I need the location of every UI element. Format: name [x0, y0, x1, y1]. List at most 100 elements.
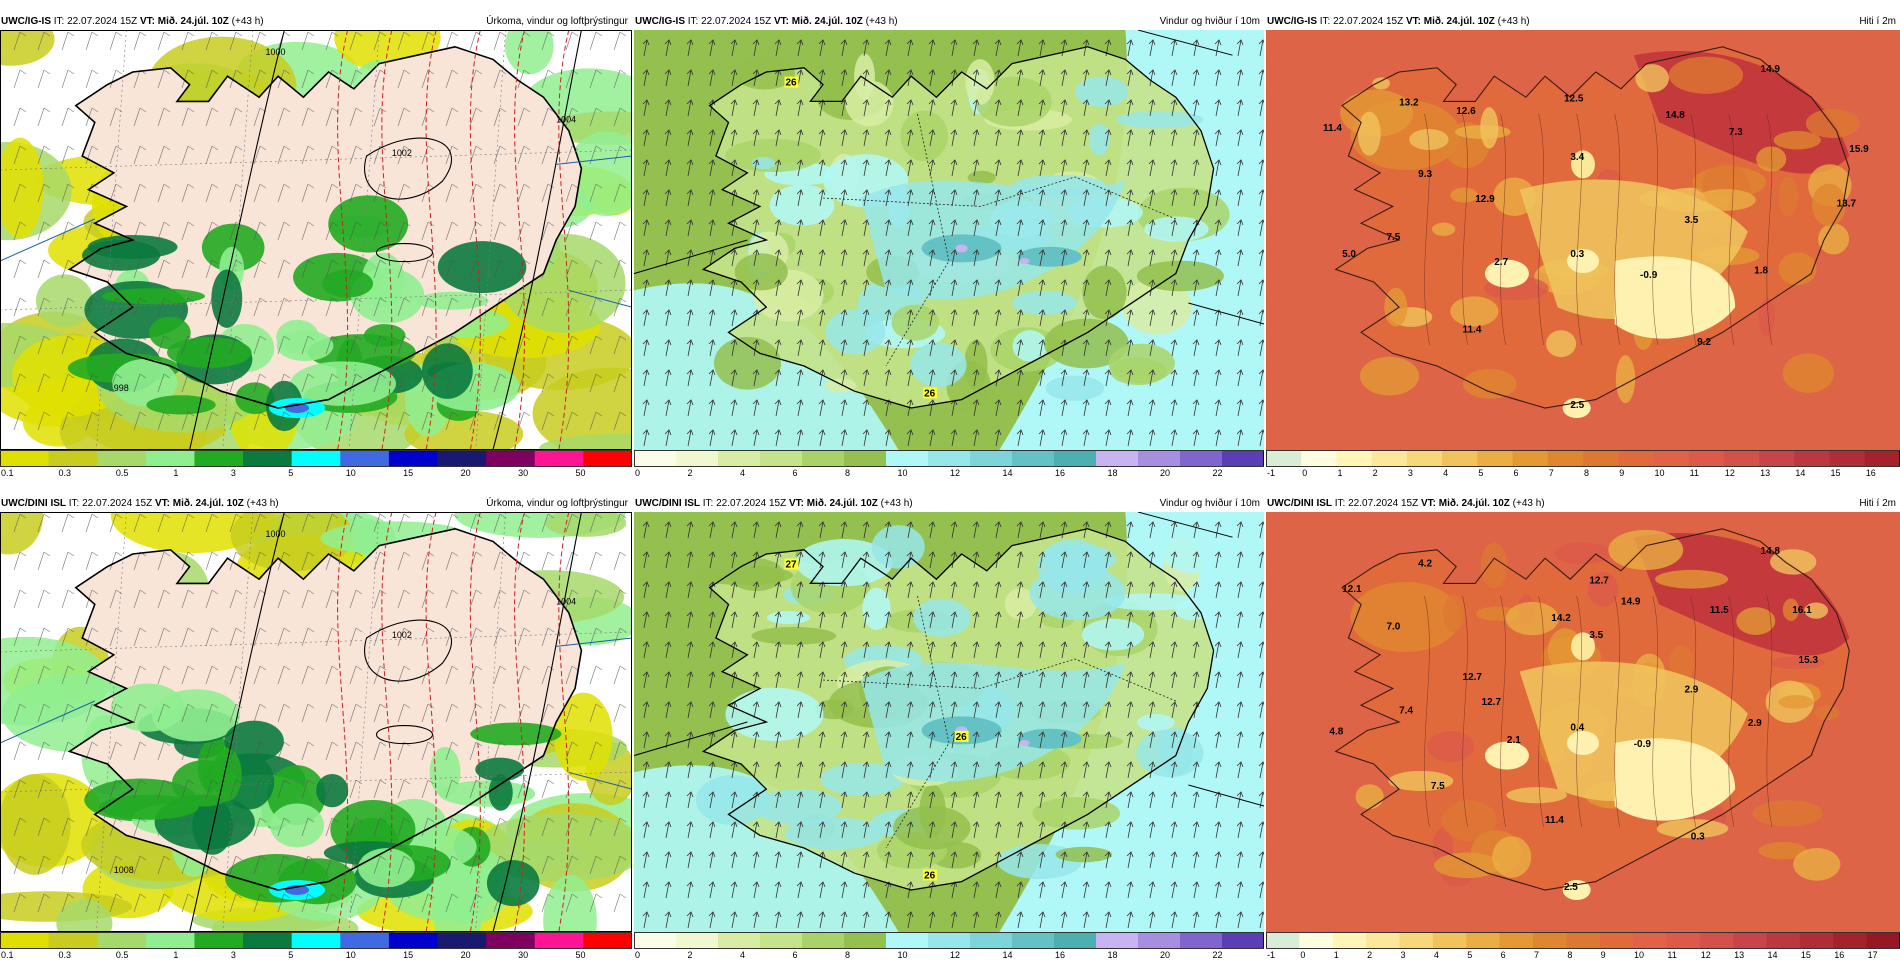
colorbar-swatch	[194, 933, 244, 948]
colorbar-tick: 4	[1434, 950, 1439, 960]
colorbar-swatch	[718, 451, 761, 466]
map-temp[interactable]: 14.9 13.2 12.6 12.5 14.8 11.4 7.3 15.9 3.4 9.3 13.…	[1266, 30, 1900, 450]
temperature-label: 12.9	[1475, 194, 1495, 205]
colorbar-tick: 6	[793, 468, 798, 478]
colorbar-tick: 20	[461, 468, 471, 478]
colorbar-swatch	[802, 451, 845, 466]
it-label: IT:	[687, 16, 699, 27]
colorbar-tick: 12	[1701, 950, 1711, 960]
isobar-label: 1008	[114, 865, 134, 875]
temperature-label: 2.9	[1748, 718, 1762, 729]
isobar-label: 1004	[556, 596, 576, 606]
valid-time: Mið. 24.júl. 10Z	[806, 498, 878, 509]
colorbar-tick: 8	[845, 468, 850, 478]
wind-map-svg: 26 26	[634, 30, 1264, 450]
temperature-label: 12.6	[1456, 106, 1476, 117]
map-precip[interactable]: 1000 1002 1004 998	[0, 30, 632, 450]
temperature-label: 16.1	[1792, 605, 1812, 616]
colorbar-tick: -1	[1267, 950, 1275, 960]
colorbar-swatch	[1406, 451, 1443, 466]
colorbar-tick: 3	[1408, 468, 1413, 478]
colorbar-tick: 1	[1337, 468, 1342, 478]
temperature-label: 15.3	[1799, 655, 1819, 666]
colorbar-tick: 13	[1760, 468, 1770, 478]
colorbar-svg: 0.1 0.3 0.5 1 3 5 10 15 20 30 50	[0, 932, 632, 960]
lead-time: (+43 h)	[231, 16, 264, 27]
temperature-label: 2.7	[1494, 257, 1508, 268]
colorbar-swatch	[1466, 933, 1501, 948]
colorbar-swatch	[1299, 933, 1334, 948]
colorbar-tick: 6	[1514, 468, 1519, 478]
colorbar-svg: 0 2 4 6 8 10 12 14 16 18 20 22	[634, 450, 1264, 478]
colorbar-tick: 12	[950, 468, 960, 478]
colorbar-swatch	[1829, 451, 1866, 466]
colorbar-tick: 10	[898, 950, 908, 960]
temperature-label: 14.9	[1621, 596, 1641, 607]
gust-label: 26	[956, 732, 968, 743]
map-temp[interactable]: 4.2 14.8 12.1 12.7 14.9 11.5 16.1 7.0 14.2 3.5 15.…	[1266, 512, 1900, 932]
temperature-label: 11.4	[1463, 324, 1482, 335]
map-wind[interactable]: 26 26	[634, 30, 1264, 450]
colorbar-tick: 18	[1108, 468, 1118, 478]
colorbar-swatch	[844, 933, 887, 948]
map-wind[interactable]: 27 26 26	[634, 512, 1264, 932]
colorbar-tick: 16	[1055, 950, 1065, 960]
colorbar-tick: 6	[1501, 950, 1506, 960]
colorbar-swatch	[760, 451, 803, 466]
colorbar-tick: 9	[1601, 950, 1606, 960]
it-label: IT:	[1319, 16, 1331, 27]
colorbar-tick: 1	[1334, 950, 1339, 960]
colorbar-swatch	[48, 451, 98, 466]
temperature-label: 7.5	[1386, 232, 1400, 243]
colorbar-swatch	[634, 933, 677, 948]
colorbar-swatch	[437, 933, 487, 948]
colorbar-swatch	[676, 933, 719, 948]
temperature-label: 7.3	[1729, 127, 1743, 138]
gust-label-bg	[923, 869, 938, 881]
colorbar-swatch	[886, 933, 929, 948]
colorbar-tick: 0.1	[1, 950, 14, 960]
vt-label: VT:	[139, 16, 155, 27]
isobar-label: 1004	[556, 114, 576, 124]
model-name: UWC/DINI ISL	[1, 498, 66, 509]
panel-header: UWC/DINI ISL IT: 22.07.2024 15Z VT: Mið.…	[634, 496, 1264, 512]
colorbar-precip: 0.1 0.3 0.5 1 3 5 10 15 20 30 50	[0, 450, 632, 480]
temperature-label: 1.8	[1754, 266, 1768, 277]
colorbar-tick: 20	[1160, 468, 1170, 478]
colorbar-swatch	[1477, 451, 1514, 466]
colorbar-wind: 0 2 4 6 8 10 12 14 16 18 20 22	[634, 450, 1264, 480]
valid-time: Mið. 24.júl. 10Z	[1438, 498, 1510, 509]
map-precip[interactable]: 1000 1002 1004 1008	[0, 512, 632, 932]
precip-map-svg: 1000 1002 1004 1008	[0, 512, 632, 932]
it-label: IT:	[68, 498, 80, 509]
colorbar-tick: 0.3	[58, 468, 71, 478]
colorbar-temp: -1 0 1 2 3 4 5 6 7 8 9 10 11 12 13 14 15 16	[1266, 450, 1900, 480]
colorbar-tick: 15	[1831, 468, 1841, 478]
temp-map-svg: 4.2 14.8 12.1 12.7 14.9 11.5 16.1 7.0 14.2 3.5 15.…	[1266, 512, 1900, 932]
temperature-label: 13.7	[1837, 198, 1857, 209]
colorbar-swatch	[1759, 451, 1795, 466]
vt-label: VT:	[773, 16, 789, 27]
colorbar-swatch	[1399, 933, 1434, 948]
colorbar-tick: 3	[1400, 950, 1405, 960]
vt-label: VT:	[788, 498, 804, 509]
panel-header: UWC/IG-IS IT: 22.07.2024 15Z VT: Mið. 24…	[634, 14, 1264, 30]
lead-time: (+43 h)	[1512, 498, 1545, 509]
colorbar-swatch	[1180, 933, 1223, 948]
temperature-label: 7.0	[1386, 622, 1400, 633]
colorbar-swatch	[928, 451, 971, 466]
vt-label: VT:	[154, 498, 170, 509]
colorbar-swatch	[1833, 933, 1868, 948]
panel-run-info: UWC/IG-IS IT: 22.07.2024 15Z VT: Mið. 24…	[1267, 14, 1530, 30]
temperature-label: 14.8	[1665, 110, 1685, 121]
colorbar-tick: 1	[173, 468, 178, 478]
temperature-label: 3.4	[1570, 152, 1584, 163]
colorbar-tick: 15	[403, 950, 413, 960]
init-time: 22.07.2024 15Z	[1333, 16, 1404, 27]
colorbar-tick: 12	[1725, 468, 1735, 478]
colorbar-tick: 0	[1302, 468, 1307, 478]
it-label: IT:	[1334, 498, 1346, 509]
panel-title: Hiti í 2m	[1859, 498, 1896, 509]
model-name: UWC/IG-IS	[1267, 16, 1317, 27]
colorbar-swatch	[1012, 933, 1055, 948]
